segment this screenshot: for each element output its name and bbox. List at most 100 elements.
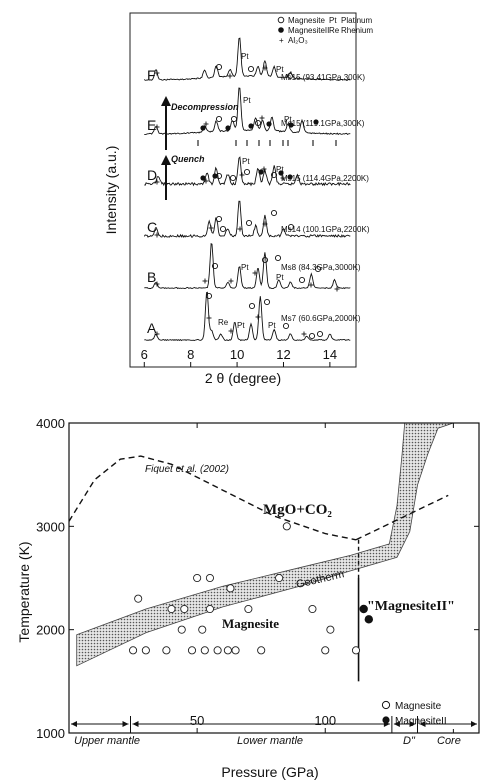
peak-label-pt: Pt bbox=[241, 52, 249, 61]
legend-al2o3: Al₂O₃ bbox=[288, 36, 308, 45]
lower-mantle-label: Lower mantle bbox=[237, 735, 303, 747]
magnesite-point bbox=[351, 646, 361, 655]
spectrum-sample-b: Ms8 (84.3GPa,3000K) bbox=[281, 263, 361, 272]
peak-markers: Pt Pt Pt Pt Pt Pt Pt Pt Pt Pt Re bbox=[154, 52, 340, 340]
magnesite-peak-icon bbox=[248, 302, 256, 310]
spectrum-letter-f: F bbox=[147, 67, 156, 83]
mgo-co2-annotation: MgO+CO₂ bbox=[263, 502, 332, 518]
magnesite2-peak-icon bbox=[313, 119, 319, 125]
arrow-right-icon bbox=[383, 721, 390, 727]
magnesite-peak-icon bbox=[263, 298, 271, 306]
peak-label-re: Re bbox=[218, 318, 229, 327]
magnesite-point bbox=[205, 573, 214, 583]
magnesite2-region-annotation: "MagnesiteII" bbox=[367, 599, 455, 614]
magnesite-point bbox=[167, 604, 176, 614]
xrd-trace bbox=[143, 200, 351, 239]
magnesite-peak-icon bbox=[215, 63, 223, 71]
magnesite-point bbox=[134, 594, 143, 603]
xrd-trace bbox=[144, 291, 351, 342]
magnesite-peak-icon bbox=[298, 276, 306, 284]
phase-diagram: 501001501000200030004000 Fiquet et al. (… bbox=[16, 416, 480, 780]
xrd-trace bbox=[144, 156, 351, 187]
legend-re-code: Re bbox=[329, 26, 340, 35]
magnesite-peak-icon bbox=[215, 115, 223, 123]
xrd-x-axis-label: 2 θ (degree) bbox=[205, 370, 281, 386]
peak-label-pt: Pt bbox=[242, 157, 250, 166]
magnesite-point bbox=[257, 646, 266, 655]
magnesite-peak-icon bbox=[215, 215, 223, 223]
data-points bbox=[129, 522, 374, 655]
arrow-left-icon bbox=[393, 721, 400, 727]
magnesite-peak-icon bbox=[247, 65, 255, 73]
peak-symbols bbox=[154, 63, 340, 340]
spectrum-letter-e: E bbox=[147, 117, 156, 133]
magnesite-point bbox=[205, 604, 214, 614]
y-tick-label: 3000 bbox=[36, 519, 65, 534]
arrow-right-icon bbox=[122, 721, 129, 727]
magnesite-point bbox=[129, 646, 138, 655]
magnesite2-peak-icon bbox=[225, 125, 231, 131]
x-tick-label: 50 bbox=[190, 713, 204, 728]
magnesite-region-annotation: Magnesite bbox=[222, 616, 279, 631]
magnesite-point bbox=[162, 646, 171, 655]
bottom-axes: 501001501000200030004000 bbox=[36, 416, 480, 741]
peak-label-pt: Pt bbox=[237, 321, 245, 330]
magnesite-point bbox=[282, 522, 291, 531]
spectrum-sample-e: Ms15 (119.1GPa,300K) bbox=[281, 119, 365, 128]
magnesite-point bbox=[180, 604, 189, 614]
magnesite2-point bbox=[364, 615, 374, 624]
magnesite-peak-icon bbox=[287, 223, 295, 231]
y-tick-label: 1000 bbox=[36, 726, 65, 741]
xrd-trace bbox=[144, 242, 351, 290]
magnesite-peak-icon bbox=[282, 322, 290, 330]
xrd-frame bbox=[129, 12, 357, 368]
xrd-x-tick-label: 12 bbox=[276, 347, 290, 362]
peak-label-pt: Pt bbox=[276, 165, 284, 174]
magnesite-peak-icon bbox=[254, 119, 262, 127]
xrd-x-tick-label: 10 bbox=[230, 347, 244, 362]
magnesite-peak-icon bbox=[205, 292, 213, 300]
quench-arrowhead-icon bbox=[161, 155, 171, 165]
magnesite-peak-icon bbox=[229, 174, 237, 182]
fiquet-boundary-curve bbox=[68, 455, 357, 541]
plot-frame bbox=[68, 422, 480, 734]
legend-magnesite: Magnesite bbox=[288, 16, 325, 25]
temperature-axis-label: Temperature (K) bbox=[16, 541, 32, 642]
pressure-axis-label: Pressure (GPa) bbox=[221, 764, 318, 780]
magnesite2-peak-icon bbox=[288, 122, 294, 128]
xrd-trace bbox=[144, 87, 351, 136]
magnesite-peak-icon bbox=[308, 332, 316, 340]
peak-label-pt: Pt bbox=[276, 65, 284, 74]
arrow-right-icon bbox=[409, 721, 416, 727]
legend-pt-code: Pt bbox=[329, 16, 337, 25]
magnesite-peak-icon bbox=[286, 72, 294, 80]
decompression-label: Decompression bbox=[171, 102, 239, 112]
magnesite2-peak-icon bbox=[266, 121, 272, 127]
magnesite2-peak-icon bbox=[212, 173, 218, 179]
process-arrows: Decompression Quench bbox=[161, 96, 239, 200]
magnesite-peak-icon bbox=[243, 168, 251, 176]
arrow-right-icon bbox=[471, 721, 477, 727]
magnesite-point bbox=[231, 646, 240, 655]
magnesite-point bbox=[326, 625, 335, 634]
magnesite-peak-icon bbox=[270, 209, 278, 217]
y-tick-label: 2000 bbox=[36, 623, 65, 638]
legend-magnesite-label: Magnesite bbox=[395, 701, 442, 712]
magnesite-point bbox=[223, 646, 232, 655]
arrow-left-icon bbox=[132, 721, 139, 727]
spectrum-sample-a: Ms7 (60.6GPa,2000K) bbox=[281, 314, 361, 323]
al2o3-marker-icon: + bbox=[279, 36, 284, 45]
magnesite-peak-icon bbox=[270, 171, 278, 179]
magnesite-point bbox=[177, 625, 186, 634]
magnesite2-peak-icon bbox=[287, 174, 293, 180]
spectrum-sample-f: Ms15 (93.41GPa,300K) bbox=[281, 73, 365, 82]
phase-boundary-extension bbox=[355, 494, 449, 541]
magnesite-peak-icon bbox=[314, 265, 322, 273]
xrd-x-tick-label: 6 bbox=[141, 347, 148, 362]
magnesite-peak-icon bbox=[211, 262, 219, 270]
magnesite-point bbox=[193, 573, 202, 583]
xrd-panel: Magnesite MagnesiteII + Al₂O₃ Pt Platinu… bbox=[103, 12, 373, 386]
peak-label-pt: Pt bbox=[276, 273, 284, 282]
magnesite-point bbox=[200, 646, 209, 655]
legend-open-circle-icon bbox=[381, 700, 391, 710]
